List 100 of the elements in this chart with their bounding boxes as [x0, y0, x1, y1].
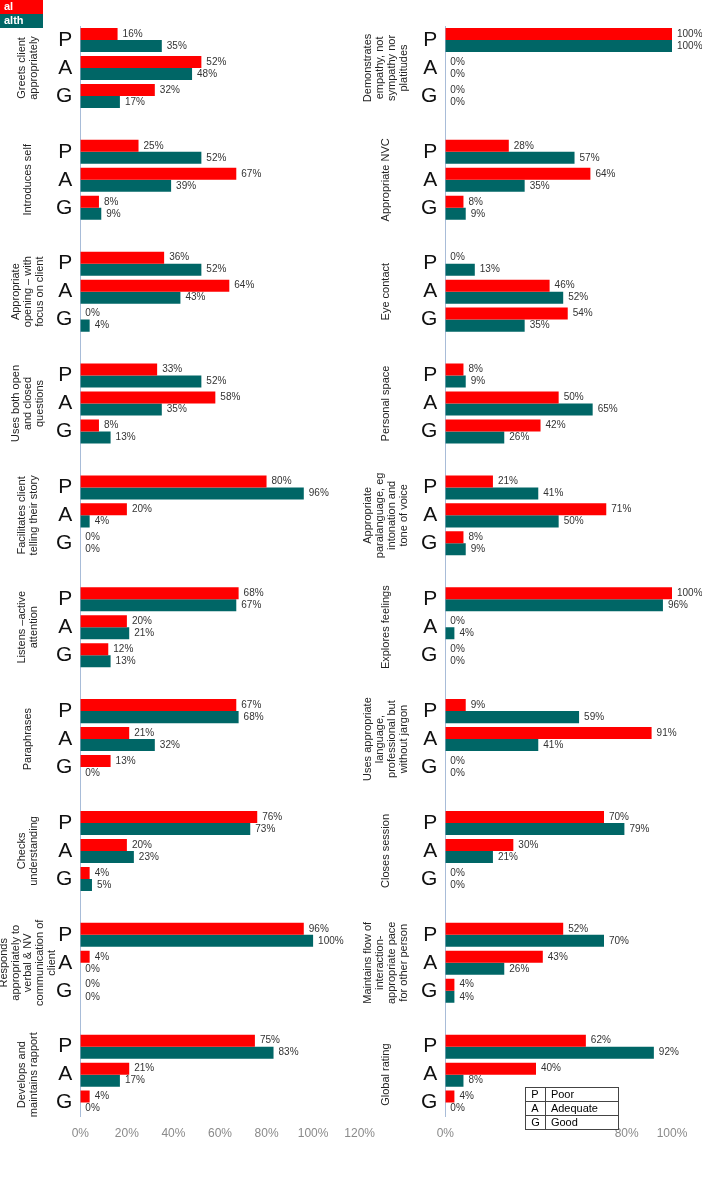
data-label: 79%	[629, 822, 650, 834]
data-label: 71%	[611, 503, 632, 515]
y-tick-label: P	[423, 26, 438, 50]
y-tick-label: G	[55, 306, 73, 330]
bar	[445, 375, 466, 388]
bar	[445, 727, 652, 740]
data-label: 83%	[278, 1046, 299, 1058]
bar	[445, 950, 543, 963]
y-tick-label: G	[55, 1089, 73, 1113]
bar	[80, 195, 99, 208]
bar	[80, 39, 162, 53]
data-label: 35%	[529, 179, 550, 191]
data-label: 0%	[450, 866, 465, 878]
bar	[80, 727, 130, 740]
bar	[80, 167, 237, 180]
data-label: 50%	[563, 515, 584, 527]
bar	[80, 139, 139, 152]
y-tick-label: P	[58, 138, 73, 162]
data-label: 0%	[450, 654, 465, 666]
y-tick-label: G	[420, 530, 438, 554]
y-tick-label: G	[420, 641, 438, 665]
data-label: 52%	[206, 151, 227, 163]
data-label: 4%	[459, 626, 474, 638]
bar	[445, 475, 493, 488]
y-tick-label: G	[55, 530, 73, 554]
bar	[445, 1074, 464, 1087]
data-label: 4%	[94, 950, 110, 962]
data-label: 0%	[450, 67, 465, 79]
data-label: 75%	[259, 1034, 281, 1046]
data-label: 100%	[318, 934, 344, 946]
data-label: 30%	[518, 838, 539, 850]
bar	[445, 739, 539, 752]
data-label: 0%	[85, 1102, 100, 1114]
y-tick-label: A	[58, 1061, 73, 1085]
text: Paraphrases	[20, 707, 33, 771]
data-label: 0%	[450, 878, 465, 890]
data-label: 96%	[667, 599, 689, 611]
y-tick-label: P	[58, 362, 73, 386]
bar	[445, 263, 475, 276]
bar	[80, 179, 172, 192]
text: Closes session	[378, 813, 391, 888]
y-tick-label: P	[58, 250, 73, 274]
bar	[445, 419, 541, 432]
data-label: 20%	[131, 838, 153, 850]
bar	[80, 55, 202, 68]
data-label: 100%	[677, 27, 702, 39]
data-label: 5%	[96, 878, 112, 890]
y-tick-label: A	[58, 390, 73, 414]
bar	[80, 838, 127, 851]
bar	[80, 739, 155, 752]
bar	[80, 934, 314, 947]
bar	[80, 1090, 90, 1103]
bar	[80, 599, 237, 612]
y-tick-label: P	[423, 1033, 438, 1057]
data-label: 57%	[579, 151, 600, 163]
bar	[80, 615, 127, 628]
y-tick-label: A	[58, 837, 73, 861]
data-label: 67%	[241, 698, 262, 710]
bar	[445, 195, 464, 208]
data-label: 91%	[656, 726, 677, 738]
data-label: 9%	[470, 207, 486, 219]
data-label: 52%	[206, 375, 227, 387]
data-label: 96%	[308, 487, 329, 499]
y-tick-label: A	[423, 166, 438, 190]
bar	[80, 822, 251, 835]
bar	[80, 291, 181, 304]
data-label: 0%	[85, 990, 100, 1002]
bar	[80, 27, 118, 40]
x-tick-label: 100%	[297, 1126, 329, 1141]
bar	[445, 207, 466, 220]
y-tick-label: P	[423, 921, 438, 945]
data-label: 20%	[131, 503, 153, 515]
bar	[80, 627, 130, 640]
data-label: 0%	[450, 95, 465, 107]
bar	[445, 431, 505, 444]
data-label: 8%	[103, 195, 119, 207]
y-tick-label: P	[423, 138, 438, 162]
data-label: 20%	[131, 614, 153, 626]
text: Demonstrates empathy, not sympathy nor platitudes	[360, 33, 409, 103]
bar	[80, 755, 111, 768]
y-tick-label: A	[58, 278, 73, 302]
data-label: 52%	[206, 263, 227, 275]
text: Introduces self	[20, 143, 33, 216]
data-label: 9%	[470, 375, 486, 387]
data-label: 39%	[176, 179, 197, 191]
data-label: 0%	[450, 614, 465, 626]
data-label: 13%	[479, 263, 500, 275]
bar	[80, 503, 127, 516]
x-tick-label: 60%	[207, 1126, 233, 1141]
y-tick-label: P	[58, 474, 73, 498]
data-label: 41%	[543, 738, 564, 750]
bar	[445, 850, 493, 863]
bar	[80, 643, 109, 656]
data-label: 32%	[159, 83, 180, 95]
data-label: 64%	[234, 279, 255, 291]
y-tick-label: P	[423, 474, 438, 498]
bar	[445, 391, 559, 404]
data-label: 4%	[459, 990, 474, 1002]
data-label: 4%	[459, 1090, 474, 1102]
bar	[445, 1046, 654, 1059]
